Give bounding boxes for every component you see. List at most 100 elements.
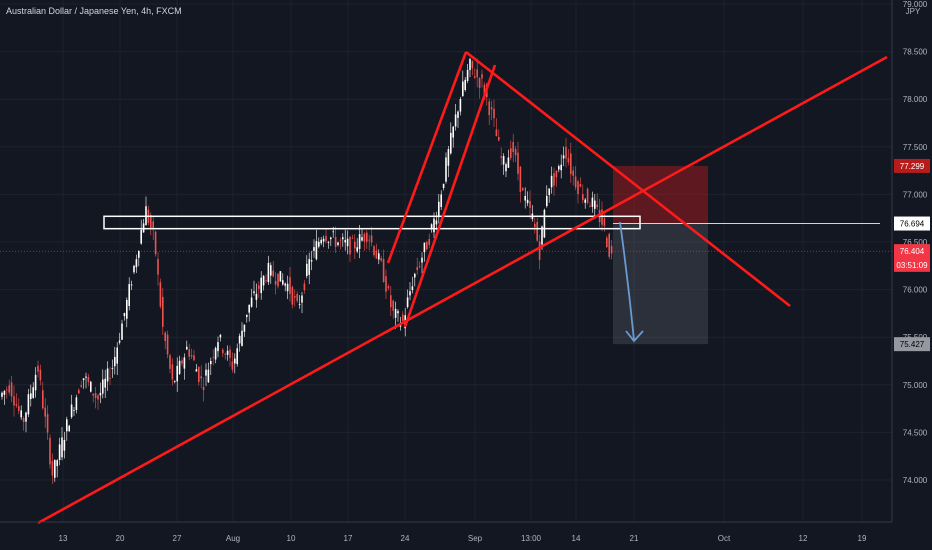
candle-body <box>454 114 457 127</box>
x-tick-label: Sep <box>468 534 483 543</box>
price-tag-label: 77.299 <box>900 162 925 171</box>
candle-body <box>349 236 351 255</box>
candle-body <box>546 195 548 207</box>
candle-body <box>332 231 334 233</box>
candle-body <box>222 349 224 354</box>
candle-body <box>476 69 478 78</box>
candle-body <box>262 275 265 286</box>
candle-body <box>298 304 301 306</box>
candle-body <box>562 155 565 159</box>
candle-body <box>255 293 258 300</box>
candle-body <box>174 381 176 382</box>
candle-body <box>517 152 519 174</box>
candle-body <box>610 245 613 254</box>
candle-body <box>58 444 61 460</box>
candle-body <box>66 419 68 432</box>
y-axis[interactable]: 79.000 78.500 78.000 77.500 77.000 76.500 76.0… <box>903 0 928 485</box>
candle-body <box>586 188 589 203</box>
y-tick-label: 77.500 <box>903 143 928 152</box>
candle-body <box>154 231 157 255</box>
x-tick-label: 13 <box>59 534 68 543</box>
candle-body <box>289 277 291 294</box>
candle-body <box>330 237 332 240</box>
candle-body <box>10 382 13 397</box>
candle-body <box>94 393 97 399</box>
y-tick-label: 74.500 <box>903 428 928 437</box>
currency-label: JPY <box>906 7 921 16</box>
candle-body <box>260 277 262 293</box>
candle-body <box>608 233 610 257</box>
y-tick-label: 74.000 <box>903 476 928 485</box>
candle-body <box>171 364 174 380</box>
candle-body <box>205 369 207 376</box>
candle-body <box>433 218 435 233</box>
candle-body <box>18 406 20 411</box>
candle-body <box>418 266 421 268</box>
candle-body <box>138 250 140 258</box>
candle-body <box>466 69 469 81</box>
candle-body <box>375 250 378 259</box>
candle-body <box>606 237 608 248</box>
x-tick-label: 21 <box>630 534 639 543</box>
candle-body <box>358 234 361 249</box>
candle-body <box>529 201 531 208</box>
y-tick-label: 75.000 <box>903 381 928 390</box>
candle-body <box>265 280 267 282</box>
price-tag-label: 03:51:09 <box>896 261 928 270</box>
candle-body <box>54 459 56 478</box>
projection-arrow <box>619 221 635 341</box>
candle-body <box>224 353 226 355</box>
price-tag-bg <box>894 244 930 259</box>
candle-body <box>130 284 133 286</box>
candle-body <box>327 241 330 243</box>
candle-body <box>510 148 512 158</box>
candle-body <box>8 385 10 393</box>
candle-body <box>301 295 303 303</box>
candle-body <box>428 239 430 245</box>
candle-body <box>387 286 390 289</box>
candle-body <box>380 258 382 261</box>
y-tick-label: 77.000 <box>903 190 928 199</box>
candle-body <box>507 157 510 168</box>
candle-body <box>169 355 171 369</box>
candle-body <box>272 270 274 277</box>
candle-body <box>181 360 183 364</box>
candle-body <box>241 330 243 346</box>
candle-body <box>483 84 486 96</box>
candle-body <box>152 221 154 230</box>
candle-body <box>524 195 526 201</box>
candle-body <box>579 184 582 187</box>
candle-body <box>282 280 284 285</box>
candle-body <box>582 194 584 201</box>
target-zone <box>613 223 708 345</box>
candle-body <box>164 332 166 342</box>
price-tag-bg <box>894 158 930 173</box>
candle-body <box>481 74 483 79</box>
candle-body <box>534 223 536 228</box>
candle-body <box>51 461 54 476</box>
candle-body <box>159 282 162 307</box>
drawings <box>37 50 888 525</box>
candle-body <box>279 271 282 282</box>
candle-body <box>97 395 99 400</box>
candle-body <box>560 164 562 171</box>
candles <box>1 57 613 485</box>
candle-body <box>270 265 272 276</box>
y-tick-label: 76.500 <box>903 238 928 247</box>
candle-body <box>92 393 94 396</box>
candle-body <box>356 247 358 252</box>
candle-body <box>577 181 579 195</box>
chart-title: Australian Dollar / Japanese Yen, 4h, FX… <box>6 6 182 16</box>
candle-body <box>382 258 385 282</box>
x-axis[interactable]: 13 20 27 Aug 10 17 24 Sep 13:00 14 21 Oct 12 19 <box>59 534 867 543</box>
candle-body <box>274 280 277 285</box>
candle-body <box>462 81 464 97</box>
candle-body <box>22 417 25 422</box>
candle-body <box>99 392 102 396</box>
candle-body <box>411 286 414 291</box>
candle-body <box>178 360 181 374</box>
candle-body <box>27 394 30 415</box>
candle-body <box>366 232 368 242</box>
candle-body <box>70 404 73 418</box>
